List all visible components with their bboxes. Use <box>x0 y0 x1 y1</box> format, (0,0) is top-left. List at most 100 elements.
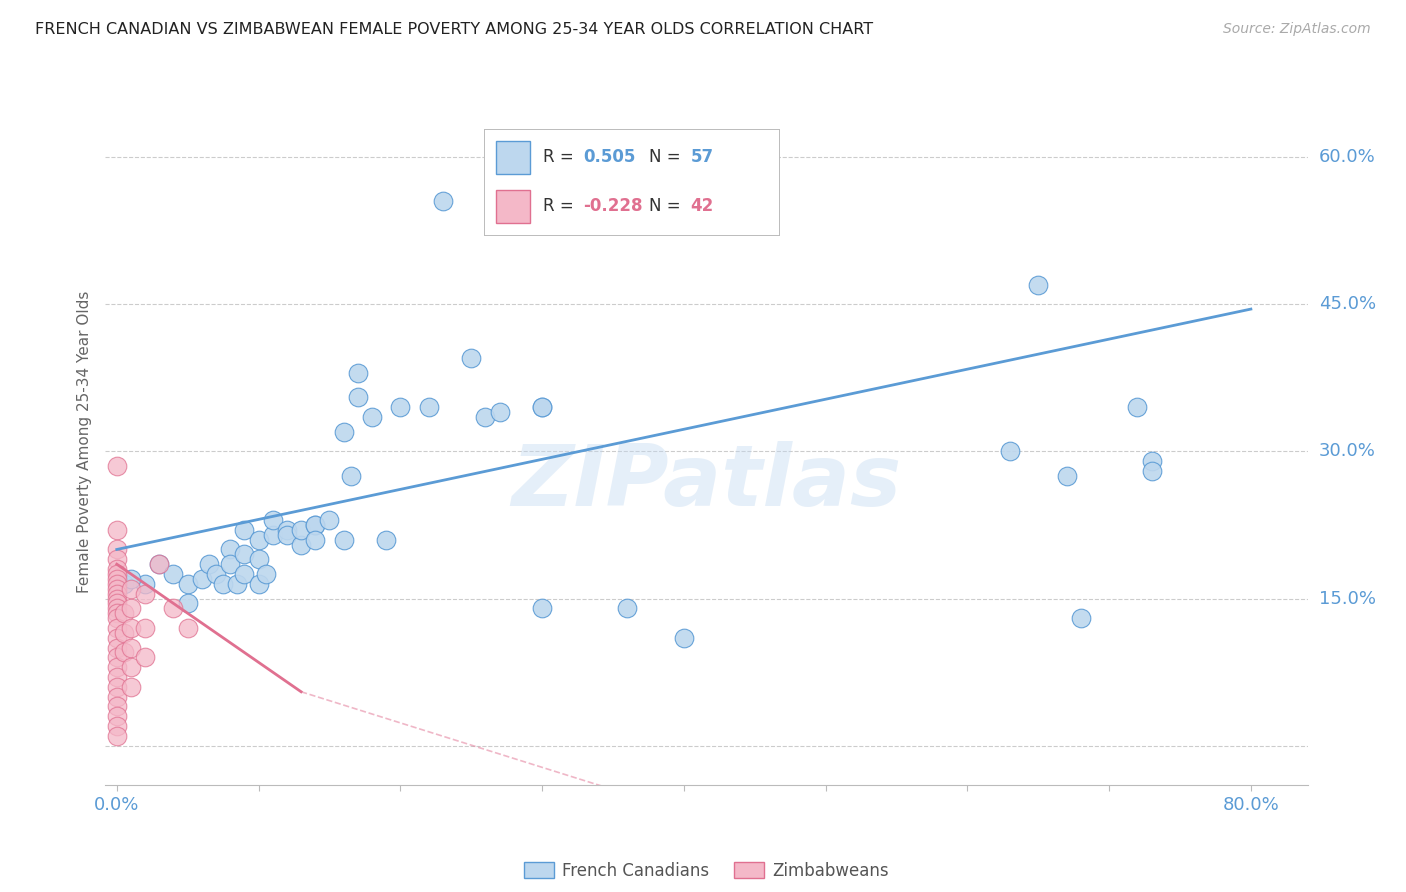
Point <box>105 729 128 743</box>
Point <box>120 660 142 674</box>
Point <box>1140 454 1163 468</box>
Point <box>304 517 326 532</box>
Point <box>120 621 142 635</box>
Point <box>112 646 135 660</box>
Point <box>105 459 128 474</box>
Point <box>176 621 198 635</box>
Point <box>105 611 128 625</box>
Point <box>162 601 184 615</box>
Point <box>120 572 142 586</box>
Text: FRENCH CANADIAN VS ZIMBABWEAN FEMALE POVERTY AMONG 25-34 YEAR OLDS CORRELATION C: FRENCH CANADIAN VS ZIMBABWEAN FEMALE POV… <box>35 22 873 37</box>
Point <box>105 709 128 723</box>
Point <box>247 552 270 566</box>
Point <box>205 567 228 582</box>
Text: Source: ZipAtlas.com: Source: ZipAtlas.com <box>1223 22 1371 37</box>
Point <box>105 699 128 714</box>
Point <box>112 607 135 621</box>
Point <box>134 621 156 635</box>
Point <box>134 577 156 591</box>
Point <box>998 444 1021 458</box>
Point <box>432 194 454 208</box>
Point <box>120 680 142 694</box>
Point <box>247 533 270 547</box>
Point <box>474 410 496 425</box>
Point <box>1126 401 1149 415</box>
Point <box>1056 469 1078 483</box>
Point <box>716 213 738 227</box>
Text: 15.0%: 15.0% <box>1319 590 1375 607</box>
Point <box>105 591 128 606</box>
Point <box>276 528 298 542</box>
Point <box>233 548 256 562</box>
Point <box>1140 464 1163 478</box>
Point <box>105 640 128 655</box>
Point <box>262 513 284 527</box>
Point <box>219 557 242 572</box>
Point <box>375 533 398 547</box>
Point <box>105 582 128 596</box>
Point <box>148 557 170 572</box>
Text: ZIPatlas: ZIPatlas <box>512 442 901 524</box>
Point <box>262 528 284 542</box>
Point <box>105 601 128 615</box>
Point <box>105 523 128 537</box>
Point <box>304 517 326 532</box>
Point <box>361 410 384 425</box>
Point <box>290 537 312 551</box>
Point <box>1026 277 1049 292</box>
Point <box>226 577 249 591</box>
Y-axis label: Female Poverty Among 25-34 Year Olds: Female Poverty Among 25-34 Year Olds <box>77 291 93 592</box>
Point <box>254 567 277 582</box>
Point <box>105 680 128 694</box>
Point <box>418 401 440 415</box>
Point <box>346 391 368 405</box>
Point <box>120 582 142 596</box>
Point <box>1070 611 1092 625</box>
Point <box>332 425 354 439</box>
Point <box>105 621 128 635</box>
Point <box>176 597 198 611</box>
Point <box>616 601 638 615</box>
Text: 45.0%: 45.0% <box>1319 295 1376 313</box>
Point <box>346 366 368 380</box>
Point <box>233 523 256 537</box>
Point <box>105 597 128 611</box>
Point <box>134 650 156 665</box>
Point <box>120 640 142 655</box>
Point <box>176 577 198 591</box>
Point <box>332 533 354 547</box>
Point <box>105 572 128 586</box>
Point <box>212 577 235 591</box>
Point <box>531 401 554 415</box>
Point <box>247 577 270 591</box>
Point <box>460 351 482 366</box>
Point <box>233 567 256 582</box>
Point <box>105 607 128 621</box>
Legend: French Canadians, Zimbabweans: French Canadians, Zimbabweans <box>517 855 896 887</box>
Point <box>531 601 554 615</box>
Point <box>219 542 242 557</box>
Point <box>105 542 128 557</box>
Point <box>304 533 326 547</box>
Point <box>105 690 128 704</box>
Point <box>318 513 340 527</box>
Point <box>105 631 128 645</box>
Point <box>198 557 221 572</box>
Point <box>105 660 128 674</box>
Point <box>134 587 156 601</box>
Point <box>162 567 184 582</box>
Point <box>105 577 128 591</box>
Point <box>112 626 135 640</box>
Point <box>389 401 412 415</box>
Point <box>276 523 298 537</box>
Point <box>148 557 170 572</box>
Point <box>105 587 128 601</box>
Point <box>105 650 128 665</box>
Point <box>339 469 361 483</box>
Point <box>105 719 128 733</box>
Point <box>105 552 128 566</box>
Point <box>120 601 142 615</box>
Point <box>105 670 128 684</box>
Text: 60.0%: 60.0% <box>1319 148 1375 166</box>
Point <box>112 577 135 591</box>
